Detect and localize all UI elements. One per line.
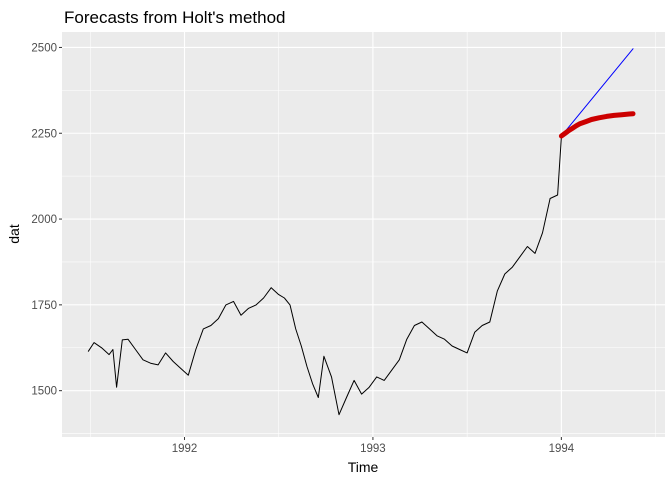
major-gridlines: [62, 32, 665, 437]
y-tick-label: 2000: [31, 214, 57, 226]
x-tick-label: 1992: [172, 443, 198, 455]
y-tick-label: 1750: [31, 300, 57, 312]
point-forecast-line: [558, 111, 636, 139]
series-layer: [87, 48, 636, 416]
x-tick-label: 1993: [360, 443, 386, 455]
plot-panel: [62, 32, 665, 437]
minor-gridlines: [62, 32, 665, 437]
y-tick-label: 2500: [31, 42, 57, 54]
y-tick-label: 1500: [31, 386, 57, 398]
y-axis: 1500 1750 2000 2250 2500: [31, 42, 62, 398]
observed-series-line: [87, 136, 562, 416]
y-axis-title: dat: [6, 224, 22, 244]
upper-forecast-line: [560, 48, 634, 137]
x-tick-label: 1994: [549, 443, 575, 455]
x-axis: 1992 1993 1994: [172, 437, 575, 455]
x-axis-title: Time: [348, 459, 379, 475]
y-tick-label: 2250: [31, 128, 57, 140]
chart-title: Forecasts from Holt's method: [64, 8, 285, 27]
